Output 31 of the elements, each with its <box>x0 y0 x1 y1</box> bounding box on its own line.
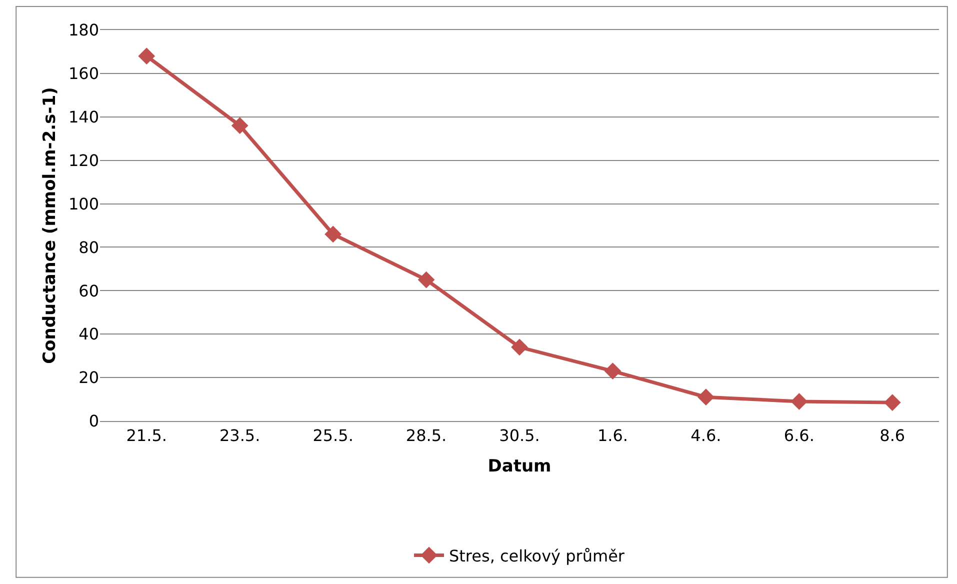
legend-label: Stres, celkový průměr <box>449 546 625 566</box>
point <box>604 362 622 380</box>
point <box>697 388 714 406</box>
point <box>138 48 156 65</box>
x-tick-label: 1.6. <box>597 426 628 446</box>
x-axis-title: Datum <box>488 456 552 477</box>
y-axis-title: Conductance (mmol.m-2.s-1) <box>40 87 60 364</box>
y-tick-label: 40 <box>78 324 99 344</box>
y-tick-label: 0 <box>88 412 99 431</box>
y-tick-label: 140 <box>68 107 99 126</box>
y-tick-label: 80 <box>78 238 99 257</box>
y-tick-label: 180 <box>68 20 99 40</box>
y-tick-label: 100 <box>68 194 99 214</box>
point <box>790 393 808 410</box>
x-tick-label: 28.5. <box>406 426 447 446</box>
x-tick-label: 8.6 <box>880 426 906 446</box>
point <box>231 117 248 134</box>
x-tick-label: 4.6. <box>690 426 722 446</box>
point <box>511 338 528 356</box>
y-tick-label: 20 <box>78 368 99 388</box>
point <box>324 226 342 243</box>
y-tick-label: 60 <box>78 281 99 300</box>
x-tick-label: 6.6. <box>784 426 814 446</box>
y-tick-label: 160 <box>68 64 99 84</box>
x-tick-label: 21.5. <box>126 426 167 446</box>
point <box>418 271 435 288</box>
point <box>884 394 901 411</box>
x-tick-label: 23.5. <box>219 426 260 446</box>
x-tick-label: 30.5. <box>499 426 540 446</box>
y-tick-label: 120 <box>68 150 99 170</box>
x-tick-label: 25.5. <box>312 426 354 446</box>
